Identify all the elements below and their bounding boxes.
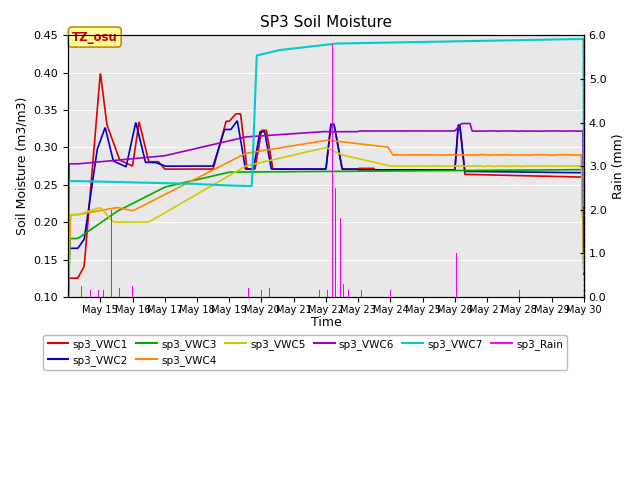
Legend: sp3_VWC1, sp3_VWC2, sp3_VWC3, sp3_VWC4, sp3_VWC5, sp3_VWC6, sp3_VWC7, sp3_Rain: sp3_VWC1, sp3_VWC2, sp3_VWC3, sp3_VWC4, … [44, 335, 567, 370]
Y-axis label: Soil Moisture (m3/m3): Soil Moisture (m3/m3) [15, 97, 28, 235]
Title: SP3 Soil Moisture: SP3 Soil Moisture [260, 15, 392, 30]
Text: TZ_osu: TZ_osu [72, 31, 118, 44]
Y-axis label: Rain (mm): Rain (mm) [612, 133, 625, 199]
X-axis label: Time: Time [310, 316, 341, 329]
